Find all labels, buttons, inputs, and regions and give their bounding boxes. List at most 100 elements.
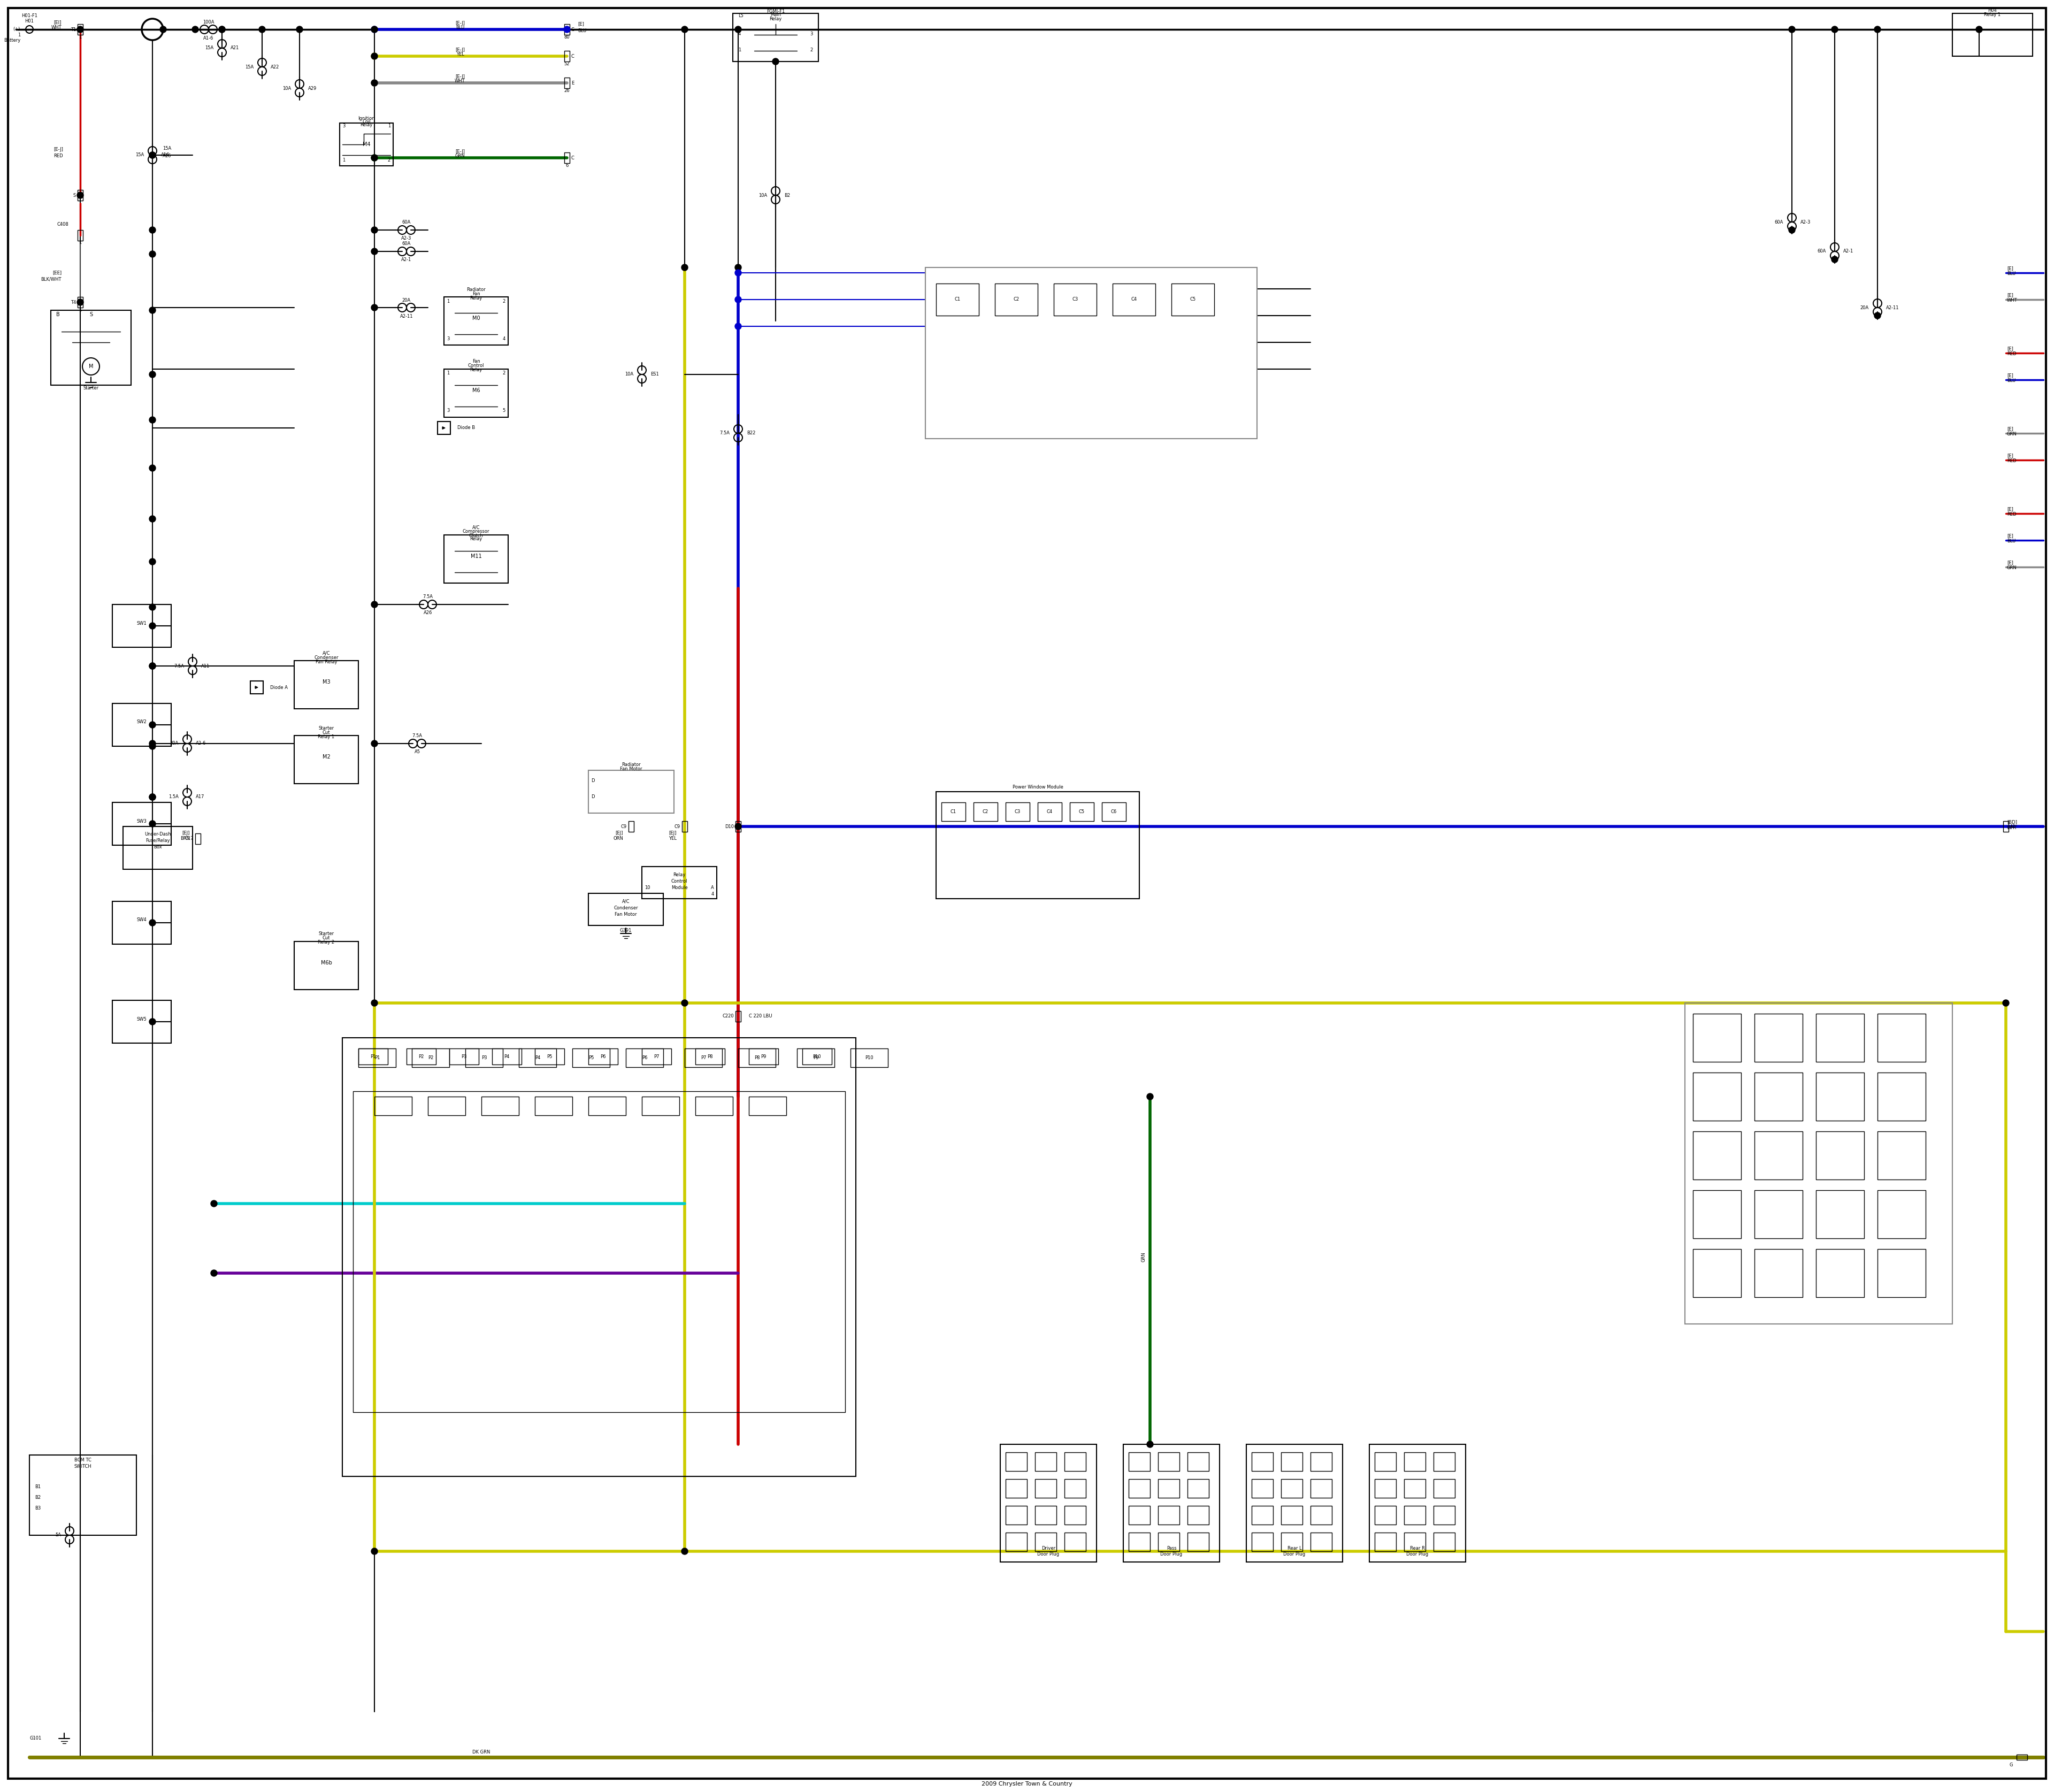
Text: GRN: GRN	[1142, 1253, 1146, 1262]
Bar	[78, 297, 82, 308]
Text: M2: M2	[322, 754, 331, 760]
Text: 1: 1	[388, 124, 390, 129]
Text: BLU: BLU	[577, 29, 585, 32]
Text: Fan Relay: Fan Relay	[316, 659, 337, 665]
Text: Relay 1: Relay 1	[318, 735, 335, 738]
Bar	[1070, 803, 1095, 821]
Circle shape	[1832, 256, 1838, 263]
Text: 2: 2	[503, 299, 505, 303]
Text: Diode A: Diode A	[271, 685, 288, 690]
Circle shape	[372, 249, 378, 254]
Circle shape	[1789, 228, 1795, 233]
Text: [E]: [E]	[2007, 426, 2013, 432]
Text: C6: C6	[1111, 808, 1117, 814]
Circle shape	[682, 263, 688, 271]
Text: C4: C4	[1045, 808, 1052, 814]
Circle shape	[150, 663, 156, 668]
Bar	[1877, 1014, 1927, 1063]
Bar	[251, 681, 263, 694]
Bar	[1310, 1532, 1331, 1552]
Text: Driver
Door Plug: Driver Door Plug	[1037, 1546, 1060, 1557]
Text: 1: 1	[343, 158, 345, 163]
Text: ES1: ES1	[651, 373, 659, 376]
Bar	[357, 1048, 388, 1064]
Text: 7.5A: 7.5A	[423, 595, 433, 599]
Text: P10: P10	[865, 1055, 873, 1059]
Text: C408: C408	[58, 222, 68, 228]
Circle shape	[150, 306, 156, 314]
Text: WHT: WHT	[454, 79, 466, 82]
Text: SW4: SW4	[138, 918, 146, 923]
Text: C4: C4	[1132, 297, 1138, 303]
Text: A17: A17	[195, 794, 205, 799]
Bar	[1251, 1505, 1273, 1525]
Text: Cut: Cut	[322, 935, 331, 941]
Bar	[1816, 1131, 1865, 1179]
Bar	[113, 803, 170, 846]
Bar	[941, 803, 965, 821]
Text: WHT: WHT	[2007, 824, 2017, 830]
Text: [EE]: [EE]	[51, 271, 62, 276]
Bar	[1158, 1505, 1179, 1525]
Bar	[565, 50, 569, 61]
Text: C3: C3	[1072, 297, 1078, 303]
Circle shape	[735, 823, 741, 830]
Bar	[735, 821, 741, 831]
Text: 60A: 60A	[1818, 249, 1826, 254]
Bar	[1128, 1505, 1150, 1525]
Circle shape	[682, 1548, 688, 1554]
Bar	[113, 901, 170, 944]
Circle shape	[1976, 27, 1982, 32]
Text: Diode B: Diode B	[458, 425, 474, 430]
Bar	[1877, 1131, 1927, 1179]
Bar	[573, 1048, 610, 1068]
Text: 15A: 15A	[136, 152, 144, 158]
Bar	[1374, 1505, 1397, 1525]
Bar	[444, 297, 507, 346]
Text: 7.5A: 7.5A	[175, 663, 185, 668]
Text: BLK/WHT: BLK/WHT	[41, 276, 62, 281]
Text: 60A: 60A	[403, 242, 411, 246]
Text: S: S	[88, 312, 92, 317]
Text: SW5: SW5	[138, 1016, 146, 1021]
Text: A16: A16	[162, 154, 170, 159]
Text: Fan Motor: Fan Motor	[614, 912, 637, 916]
Bar	[493, 1048, 522, 1064]
Bar	[1006, 803, 1029, 821]
Circle shape	[372, 27, 378, 32]
Text: [BD]: [BD]	[2007, 819, 2017, 824]
Text: GRN: GRN	[456, 154, 464, 158]
Circle shape	[150, 371, 156, 378]
Text: C 220 LBU: C 220 LBU	[750, 1014, 772, 1020]
Text: A2-1: A2-1	[401, 258, 411, 262]
Text: Ignition: Ignition	[357, 116, 376, 122]
Text: M6b: M6b	[320, 961, 333, 966]
Text: B: B	[55, 312, 60, 317]
Text: [E]: [E]	[2007, 373, 2013, 378]
Text: Relay 2: Relay 2	[318, 941, 335, 944]
Bar	[682, 821, 688, 831]
Text: E: E	[571, 81, 573, 86]
Text: Fan: Fan	[472, 292, 481, 296]
Text: Relay 1: Relay 1	[1984, 13, 2001, 16]
Bar	[1113, 283, 1154, 315]
Text: [E]: [E]	[2007, 267, 2013, 271]
Bar	[195, 833, 201, 844]
Bar	[1187, 1505, 1210, 1525]
Text: P1: P1	[370, 1054, 376, 1059]
Text: 2: 2	[503, 371, 505, 376]
Bar	[684, 1048, 723, 1068]
Text: M11: M11	[470, 554, 481, 559]
Bar	[534, 1097, 573, 1115]
Text: [E]: [E]	[2007, 292, 2013, 297]
Bar	[1064, 1505, 1087, 1525]
Circle shape	[772, 59, 778, 65]
Text: 15A: 15A	[205, 47, 214, 50]
Circle shape	[563, 27, 571, 32]
Text: SWITCH: SWITCH	[74, 1464, 92, 1469]
Text: [EI]: [EI]	[53, 20, 62, 25]
Text: Battery: Battery	[4, 38, 21, 43]
Text: BLU: BLU	[2007, 378, 2015, 383]
Circle shape	[150, 559, 156, 564]
Text: M6: M6	[472, 387, 481, 392]
